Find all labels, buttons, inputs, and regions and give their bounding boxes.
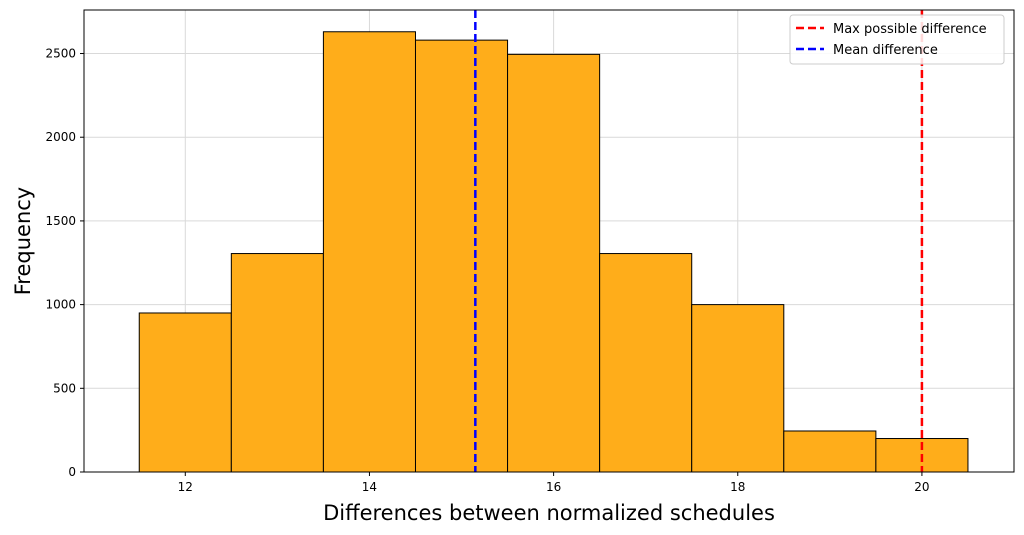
x-tick-label: 18 (730, 480, 745, 494)
y-axis-title: Frequency (11, 187, 35, 296)
histogram-bar (691, 304, 785, 473)
y-tick-label: 2500 (45, 47, 76, 61)
x-tick-label: 12 (178, 480, 193, 494)
y-tick-label: 2000 (45, 130, 76, 144)
legend-label-max-possible-difference: Max possible difference (833, 22, 987, 37)
y-tick-label: 0 (68, 465, 76, 479)
histogram-bar (507, 53, 601, 473)
x-tick-label: 14 (362, 480, 377, 494)
reference-lines (474, 10, 924, 472)
y-tick-label: 1500 (45, 214, 76, 228)
bars (138, 31, 969, 473)
x-tick-label: 20 (914, 480, 929, 494)
histogram-bar (230, 253, 324, 473)
x-axis-title: Differences between normalized schedules (323, 501, 775, 525)
y-tick-label: 1000 (45, 298, 76, 312)
histogram-bar (783, 430, 877, 473)
histogram-bar (599, 253, 693, 473)
histogram-bar (322, 31, 416, 473)
legend: Max possible difference Mean difference (789, 14, 1005, 65)
y-tick-label: 500 (53, 381, 76, 395)
histogram-bar (138, 312, 232, 473)
legend-label-mean-difference: Mean difference (833, 43, 938, 58)
axis-ticks: 12 14 16 18 20 0 500 1000 1500 2000 2500 (45, 47, 929, 494)
histogram-bar (414, 39, 509, 473)
legend-box (789, 14, 1005, 65)
x-tick-label: 16 (546, 480, 561, 494)
plot-frame (83, 9, 1015, 473)
